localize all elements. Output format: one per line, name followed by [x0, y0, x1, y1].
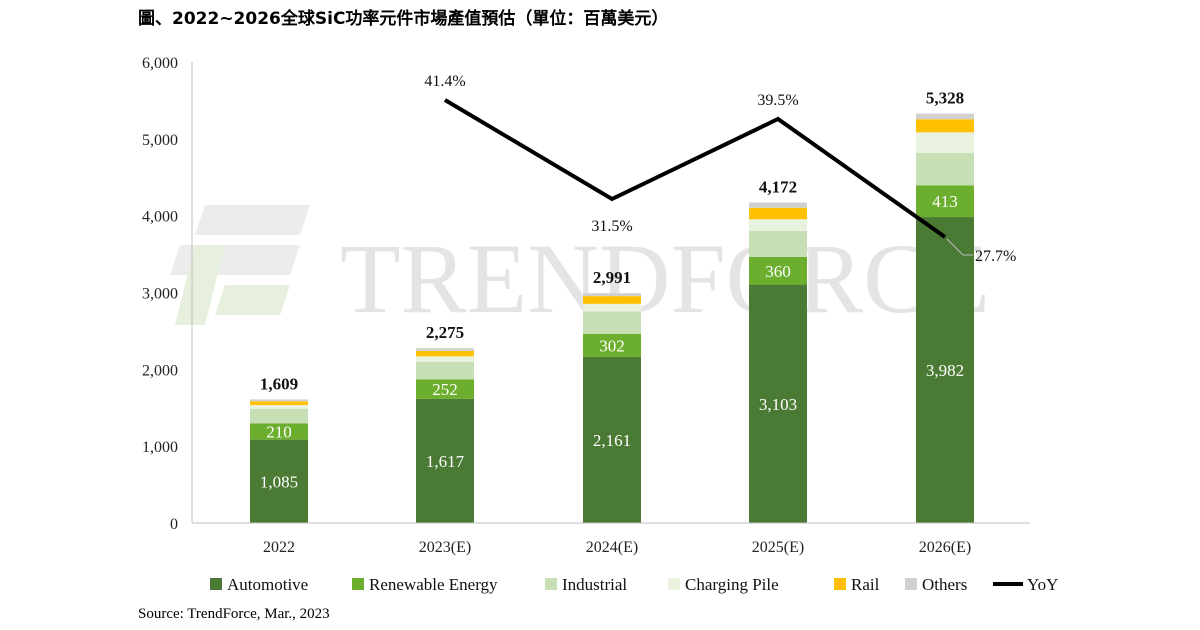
bar-segment-rail — [250, 401, 308, 406]
yoy-value-label: 41.4% — [424, 73, 465, 90]
bar-segment-others — [583, 293, 641, 297]
bar-total-label: 2,275 — [426, 323, 464, 342]
source-note: Source: TrendForce, Mar., 2023 — [138, 606, 330, 622]
legend-label: Industrial — [562, 575, 627, 594]
yoy-line: 41.4% 31.5% 39.5% 27.7% — [424, 73, 1016, 265]
legend-label: Rail — [851, 575, 880, 594]
y-tick-label: 6,000 — [142, 55, 178, 72]
yoy-leader-line — [946, 238, 964, 256]
bar-segment-charging-pile — [749, 219, 807, 231]
legend-swatch-automotive — [210, 578, 222, 590]
bar-total-label: 2,991 — [593, 268, 631, 287]
watermark-text: TRENDFORCE — [340, 223, 990, 334]
bar-segment-automotive — [583, 356, 641, 523]
bar-segment-renewable-energy — [250, 423, 308, 440]
watermark-logo-bar-low — [215, 285, 290, 315]
segment-value-label: 3,103 — [759, 395, 797, 414]
segment-value-label: 252 — [432, 380, 458, 399]
x-axis: 2022 2023(E) 2024(E) 2025(E) 2026(E) — [192, 522, 1030, 556]
y-tick-label: 3,000 — [142, 286, 178, 303]
bar-segment-others — [749, 202, 807, 208]
bar-segment-automotive — [749, 284, 807, 523]
segment-value-label: 1,617 — [426, 452, 465, 471]
bar-segment-charging-pile — [916, 132, 974, 154]
bar-segment-rail — [749, 207, 807, 220]
bar-total-label: 5,328 — [926, 89, 964, 108]
bar-segment-automotive — [916, 217, 974, 523]
bar-segment-others — [916, 113, 974, 120]
legend-swatch-rail — [834, 578, 846, 590]
bar-segment-renewable-energy — [583, 333, 641, 357]
bar-segment-industrial — [583, 311, 641, 334]
yoy-value-label: 27.7% — [975, 248, 1016, 265]
y-tick-label: 2,000 — [142, 362, 178, 379]
bar-segment-automotive — [416, 398, 474, 523]
segment-value-label: 413 — [932, 192, 958, 211]
x-tick-label: 2026(E) — [919, 539, 971, 556]
x-tick-label: 2023(E) — [419, 539, 471, 556]
trendforce-watermark: TRENDFORCE — [170, 205, 990, 334]
y-axis: 0 1,000 2,000 3,000 4,000 5,000 6,000 — [142, 55, 193, 533]
segment-value-label: 3,982 — [926, 361, 964, 380]
bar-segment-charging-pile — [416, 356, 474, 362]
x-tick-label: 2022 — [263, 539, 295, 556]
bar-segment-renewable-energy — [416, 379, 474, 399]
x-tick-label: 2025(E) — [752, 539, 804, 556]
bar-total-label: 4,172 — [759, 177, 797, 196]
bar-segment-others — [250, 399, 308, 402]
legend-label: Others — [922, 575, 967, 594]
bar-segment-others — [416, 348, 474, 351]
legend-swatch-charging-pile — [668, 578, 680, 590]
bar-segment-automotive — [250, 439, 308, 523]
chart-title: 圖、2022~2026全球SiC功率元件市場產值預估（單位：百萬美元） — [138, 9, 669, 29]
watermark-logo-bar-top — [195, 205, 310, 235]
bar-segment-renewable-energy — [749, 256, 807, 285]
yoy-value-label: 39.5% — [757, 92, 798, 109]
legend-label: Automotive — [227, 575, 308, 594]
yoy-value-label: 31.5% — [591, 218, 632, 235]
legend-swatch-renewable-energy — [352, 578, 364, 590]
y-tick-label: 4,000 — [142, 209, 178, 226]
legend-label: Charging Pile — [685, 575, 779, 594]
segment-value-label: 210 — [266, 423, 292, 442]
bar-segment-charging-pile — [250, 405, 308, 409]
bar-segment-industrial — [250, 408, 308, 424]
stacked-bars: 1,085 210 1,609 1,617 252 2,275 2,161 302 2,991 3… — [250, 89, 974, 523]
bar-segment-industrial — [416, 361, 474, 380]
bar-segment-renewable-energy — [916, 185, 974, 218]
bar-total-label: 1,609 — [260, 374, 298, 393]
segment-value-label: 1,085 — [260, 472, 298, 491]
legend-label: Renewable Energy — [369, 575, 498, 594]
y-tick-label: 1,000 — [142, 439, 178, 456]
yoy-polyline — [443, 98, 947, 239]
y-tick-label: 0 — [170, 516, 178, 533]
y-tick-label: 5,000 — [142, 132, 178, 149]
chart-legend: Automotive Renewable Energy Industrial Char… — [210, 575, 1058, 594]
bar-segment-rail — [416, 350, 474, 357]
legend-label: YoY — [1027, 575, 1058, 594]
legend-swatch-industrial — [545, 578, 557, 590]
bar-segment-industrial — [749, 230, 807, 257]
bar-segment-charging-pile — [583, 303, 641, 312]
legend-swatch-others — [905, 578, 917, 590]
segment-value-label: 360 — [765, 262, 791, 281]
x-tick-label: 2024(E) — [586, 539, 638, 556]
bar-segment-rail — [916, 119, 974, 133]
watermark-logo-stem — [175, 245, 225, 325]
bar-segment-rail — [583, 296, 641, 304]
bar-segment-industrial — [916, 153, 974, 186]
segment-value-label: 302 — [599, 336, 625, 355]
segment-value-label: 2,161 — [593, 431, 631, 450]
